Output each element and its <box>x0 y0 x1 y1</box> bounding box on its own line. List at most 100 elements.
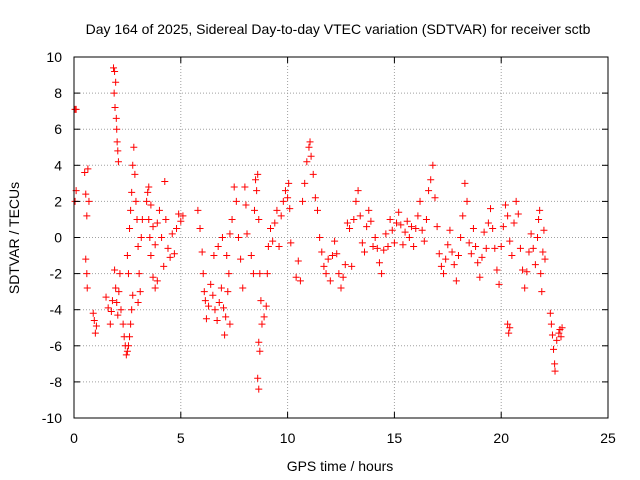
data-point <box>228 215 236 223</box>
data-point <box>264 243 272 251</box>
data-point <box>210 252 218 260</box>
data-point <box>403 217 411 225</box>
data-point <box>407 223 415 231</box>
data-point <box>540 226 548 234</box>
data-point <box>130 143 138 151</box>
data-point <box>311 194 319 202</box>
x-tick-label: 20 <box>493 430 509 446</box>
data-point <box>232 197 240 205</box>
data-point <box>253 187 261 195</box>
data-point <box>138 215 146 223</box>
data-point <box>519 266 527 274</box>
data-point <box>254 170 262 178</box>
data-point <box>254 374 262 382</box>
data-point <box>115 288 123 296</box>
data-point <box>262 302 270 310</box>
data-point <box>106 320 114 328</box>
data-point <box>144 188 152 196</box>
data-point <box>151 284 159 292</box>
data-point <box>112 284 120 292</box>
data-point <box>107 308 115 316</box>
data-point <box>287 239 295 247</box>
data-point <box>529 244 537 252</box>
data-point <box>255 385 263 393</box>
data-point <box>457 234 465 241</box>
data-point <box>516 244 524 252</box>
grid-lines <box>74 57 608 418</box>
data-point <box>305 143 313 151</box>
data-point <box>134 243 142 251</box>
data-point <box>256 270 264 278</box>
data-point <box>343 219 351 227</box>
data-point <box>114 311 122 319</box>
data-point <box>531 261 539 269</box>
data-point <box>113 138 121 146</box>
data-point <box>145 183 153 191</box>
data-point <box>111 266 119 274</box>
data-point <box>211 306 219 314</box>
data-point <box>111 104 119 112</box>
data-point <box>153 277 161 285</box>
data-point <box>162 215 170 223</box>
data-point <box>523 268 531 276</box>
data-point <box>153 219 161 227</box>
data-point <box>284 194 292 202</box>
data-point <box>405 234 413 241</box>
data-point <box>207 280 215 288</box>
data-point <box>136 288 144 296</box>
data-point <box>299 197 307 205</box>
data-point <box>410 243 418 251</box>
data-point <box>205 302 213 310</box>
data-point <box>537 270 545 278</box>
data-point <box>371 234 379 241</box>
data-point <box>194 206 202 214</box>
data-point <box>82 255 90 263</box>
data-point <box>112 78 120 86</box>
data-point <box>277 212 285 220</box>
data-point <box>384 243 392 251</box>
data-point <box>123 347 131 355</box>
data-point <box>147 252 155 260</box>
data-point <box>82 190 90 198</box>
data-point <box>222 313 230 321</box>
data-point <box>132 197 140 205</box>
data-point <box>318 248 326 256</box>
data-point <box>161 178 169 186</box>
data-point <box>501 201 509 209</box>
data-point <box>448 248 456 256</box>
data-point <box>271 219 279 227</box>
data-point <box>202 315 210 323</box>
data-point <box>363 223 371 231</box>
data-point <box>324 255 332 263</box>
data-point <box>260 313 268 321</box>
data-point <box>129 291 137 299</box>
data-point <box>551 367 559 375</box>
data-point <box>170 250 178 258</box>
data-point <box>230 183 238 191</box>
data-point <box>85 197 93 205</box>
y-tick-label: -4 <box>50 302 63 318</box>
data-point <box>221 331 229 339</box>
data-point <box>382 230 390 238</box>
data-point <box>442 255 450 263</box>
data-point <box>89 309 97 317</box>
data-point <box>480 228 488 236</box>
data-point <box>166 253 174 261</box>
data-point <box>294 257 302 265</box>
data-point <box>258 320 266 328</box>
data-point <box>110 64 118 72</box>
data-point <box>286 205 294 213</box>
data-point <box>91 329 99 337</box>
data-point <box>168 230 176 238</box>
data-point <box>504 212 512 220</box>
data-point <box>177 217 185 225</box>
data-point <box>356 212 364 220</box>
data-point <box>341 261 349 269</box>
data-point <box>373 244 381 252</box>
data-point <box>119 320 127 328</box>
data-point <box>510 219 518 227</box>
data-point <box>388 226 396 234</box>
data-point <box>160 262 168 270</box>
data-point <box>553 336 561 344</box>
